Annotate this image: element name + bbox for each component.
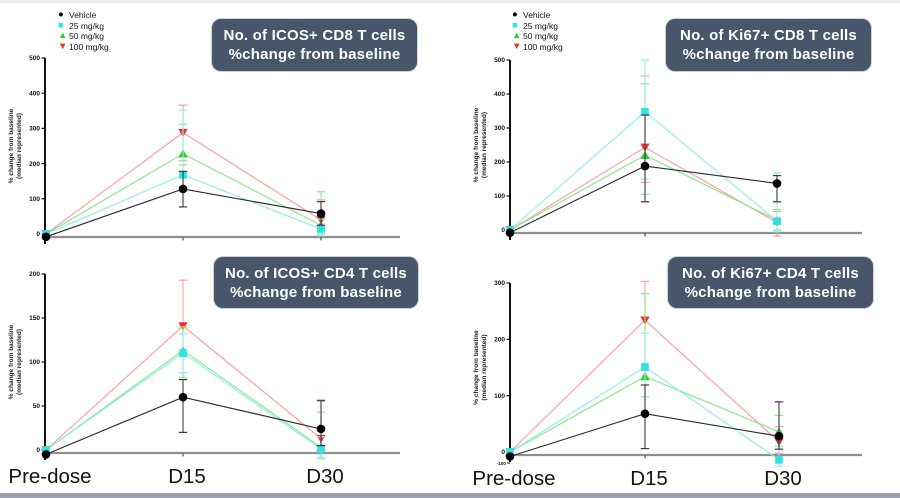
legend: ● Vehicle ■ 25 mg/kg ▲ 50 mg/kg ▼ 100 mg/kg xyxy=(512,10,563,52)
svg-text:-100: -100 xyxy=(497,461,507,466)
legend-item-25-mg-kg: ■ 25 mg/kg xyxy=(58,19,109,32)
chart-title-ki67-cd8: No. of Ki67+ CD8 T cells %change from ba… xyxy=(666,19,871,71)
triangle-down-marker-icon: ▼ xyxy=(58,40,68,52)
legend-item-25-mg-kg: ■ 25 mg/kg xyxy=(512,19,563,32)
legend-label: 25 mg/kg xyxy=(69,20,104,31)
svg-text:100: 100 xyxy=(494,193,505,200)
svg-text:0: 0 xyxy=(501,227,505,234)
svg-text:400: 400 xyxy=(494,91,505,98)
svg-text:200: 200 xyxy=(494,337,505,344)
square-marker-icon: ■ xyxy=(58,19,64,31)
svg-text:100: 100 xyxy=(494,393,505,400)
legend-item-vehicle: ● Vehicle xyxy=(58,10,109,21)
svg-text:0: 0 xyxy=(36,231,40,238)
svg-text:Pre-dose: Pre-dose xyxy=(8,465,91,488)
chart-title-line1: No. of ICOS+ CD4 T cells xyxy=(225,264,407,282)
svg-text:0: 0 xyxy=(36,447,40,454)
chart-title-line1: No. of Ki67+ CD4 T cells xyxy=(682,264,859,282)
triangle-up-marker-icon: ▲ xyxy=(58,30,68,42)
svg-text:200: 200 xyxy=(29,271,40,278)
svg-text:50: 50 xyxy=(33,403,41,410)
square-marker-icon: ■ xyxy=(512,19,518,31)
circle-marker-icon: ● xyxy=(58,9,64,21)
svg-text:D30: D30 xyxy=(306,465,344,488)
svg-text:Pre-dose: Pre-dose xyxy=(472,467,555,490)
svg-text:200: 200 xyxy=(29,161,40,168)
chart-title-line2: %change from baseline xyxy=(230,283,402,301)
chart-title-icos-cd8: No. of ICOS+ CD8 T cells %change from ba… xyxy=(212,19,417,71)
svg-text:(median represented): (median represented) xyxy=(16,113,23,179)
legend-label: 50 mg/kg xyxy=(69,31,104,42)
triangle-up-marker-icon: ▲ xyxy=(512,30,522,42)
chart-title-line2: %change from baseline xyxy=(684,283,857,301)
svg-text:% change from baseline: % change from baseline xyxy=(473,330,480,405)
svg-text:D15: D15 xyxy=(630,467,668,490)
legend-item-100-mg-kg: ▼ 100 mg/kg xyxy=(58,40,109,53)
chart-title-icos-cd4: No. of ICOS+ CD4 T cells %change from ba… xyxy=(214,257,418,308)
svg-text:% change from baseline: % change from baseline xyxy=(473,107,480,182)
svg-text:500: 500 xyxy=(29,55,40,62)
svg-text:(median represented): (median represented) xyxy=(16,329,23,395)
svg-text:(median represented): (median represented) xyxy=(481,334,488,400)
svg-text:150: 150 xyxy=(29,315,40,322)
legend-item-50-mg-kg: ▲ 50 mg/kg xyxy=(58,31,109,42)
top-edge-divider xyxy=(0,0,900,3)
svg-text:D30: D30 xyxy=(764,467,802,490)
legend-label: 25 mg/kg xyxy=(523,20,558,31)
svg-text:300: 300 xyxy=(29,126,40,133)
chart-title-line1: No. of ICOS+ CD8 T cells xyxy=(223,27,406,44)
legend-label: Vehicle xyxy=(69,10,97,21)
circle-marker-icon: ● xyxy=(512,9,518,21)
legend-item-vehicle: ● Vehicle xyxy=(512,10,563,21)
triangle-down-marker-icon: ▼ xyxy=(512,40,522,52)
chart-panel-ki67-cd8: 0 100 200 300 400 500 % change from baseline (m… xyxy=(450,0,900,250)
svg-text:0: 0 xyxy=(501,449,505,456)
legend-label: Vehicle xyxy=(523,10,551,21)
legend: ● Vehicle ■ 25 mg/kg ▲ 50 mg/kg ▼ 100 mg/kg xyxy=(58,10,109,52)
chart-panel-icos-cd8: 0 100 200 300 400 500 % change from baseline (m… xyxy=(0,0,450,250)
svg-text:400: 400 xyxy=(29,90,40,97)
chart-title-line2: %change from baseline xyxy=(682,46,855,63)
svg-text:% change from baseline: % change from baseline xyxy=(8,108,15,183)
svg-text:500: 500 xyxy=(494,57,505,64)
svg-text:% change from baseline: % change from baseline xyxy=(8,324,15,399)
chart-title-ki67-cd4: No. of Ki67+ CD4 T cells %change from ba… xyxy=(668,257,873,308)
legend-item-100-mg-kg: ▼ 100 mg/kg xyxy=(512,40,563,53)
chart-title-line2: %change from baseline xyxy=(228,46,401,63)
chart-title-line1: No. of Ki67+ CD8 T cells xyxy=(680,27,857,44)
legend-item-50-mg-kg: ▲ 50 mg/kg xyxy=(512,31,563,42)
svg-text:300: 300 xyxy=(494,280,505,287)
svg-text:100: 100 xyxy=(29,359,40,366)
svg-text:300: 300 xyxy=(494,125,505,132)
legend-label: 50 mg/kg xyxy=(523,31,558,42)
svg-text:100: 100 xyxy=(29,196,40,203)
chart-panel-icos-cd4: 0 50 100 150 200 % change from baseline (media… xyxy=(0,250,450,495)
bottom-edge-bar xyxy=(0,493,900,498)
svg-text:200: 200 xyxy=(494,159,505,166)
svg-text:(median represented): (median represented) xyxy=(481,112,488,178)
legend-label: 100 mg/kg xyxy=(523,41,563,52)
svg-text:D15: D15 xyxy=(168,465,206,488)
legend-label: 100 mg/kg xyxy=(69,41,109,52)
chart-panel-ki67-cd4: 0 100 200 300 -100 % change from baseline (med… xyxy=(450,250,900,495)
